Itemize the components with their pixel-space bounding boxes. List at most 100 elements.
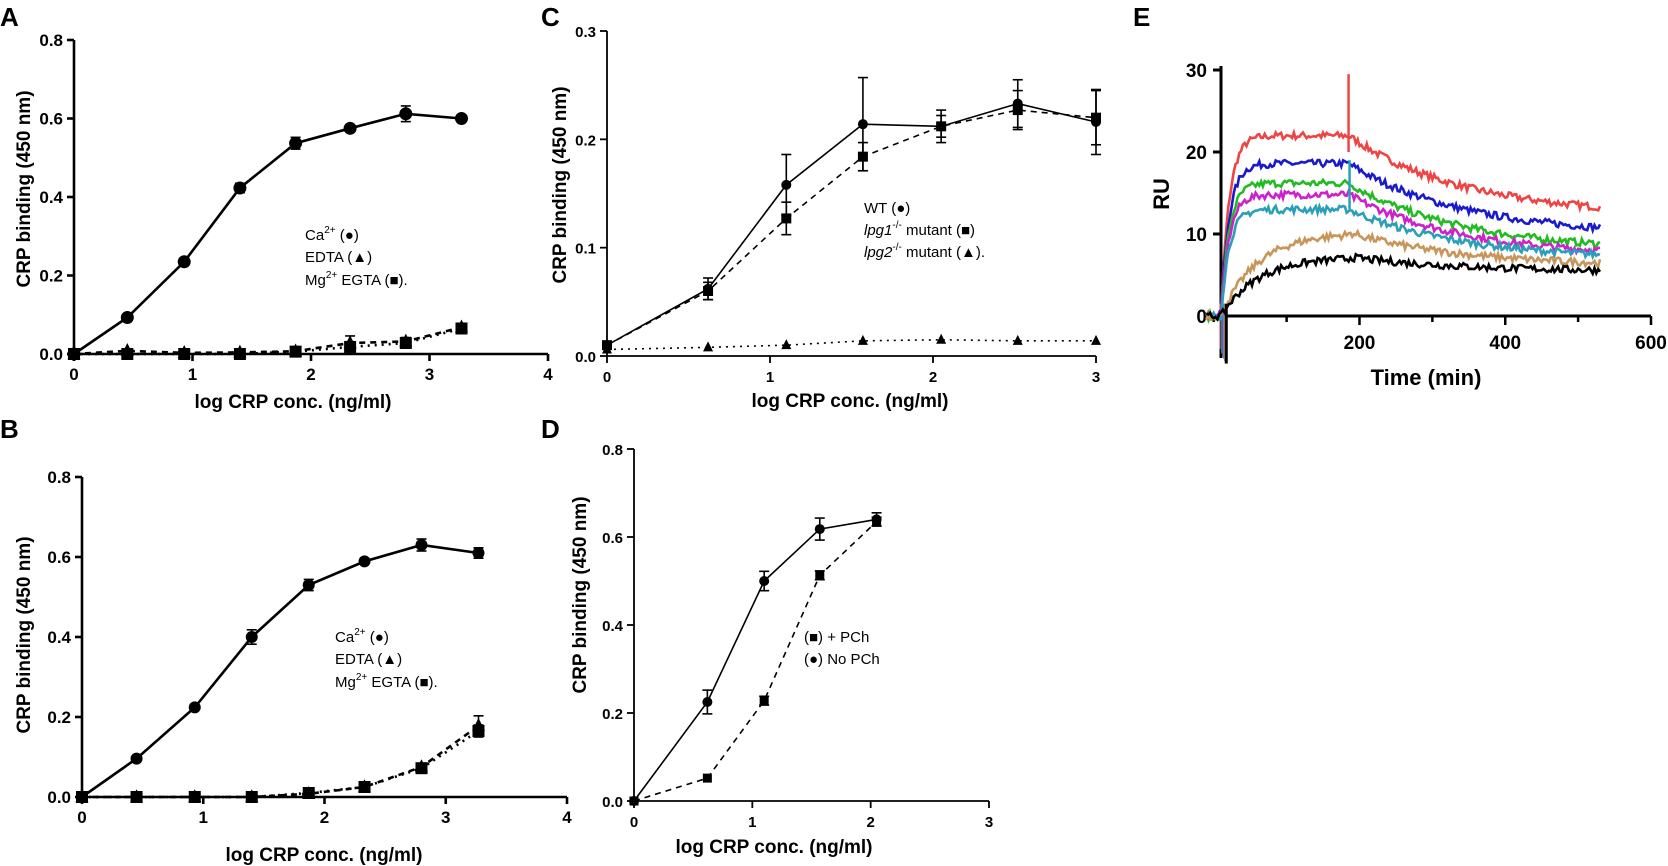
data-point-square <box>1012 105 1023 116</box>
data-point-triangle <box>703 341 714 352</box>
x-tick-label: 1 <box>188 365 197 384</box>
y-tick-label: 0.3 <box>575 24 596 41</box>
data-point-circle <box>472 547 485 559</box>
x-tick-label: 4 <box>543 365 553 384</box>
panel-d-legend-nopch: (●) No PCh <box>804 651 880 668</box>
panel-c-legend-lpg1: lpg1-/- mutant (■) <box>864 220 975 239</box>
data-point-circle <box>130 752 143 765</box>
data-point-square <box>455 322 468 335</box>
data-point-circle <box>120 310 134 324</box>
x-tick-label: 600 <box>1635 333 1667 354</box>
data-point-square <box>472 725 485 737</box>
x-tick-label: 3 <box>425 365 434 384</box>
x-tick-label: 1 <box>748 814 756 831</box>
data-point-square <box>245 791 258 803</box>
panel-c-label: C <box>541 2 560 32</box>
y-tick-label: 0.4 <box>602 618 624 635</box>
panel-c-plot: 0.0 0.1 0.2 0.3 0 1 2 3 <box>575 24 1101 386</box>
panel-a: A 0.0 0.2 0.4 0.6 0.8 0 1 2 3 4 CRP binding (450 … <box>0 2 553 413</box>
data-point-circle <box>702 697 713 707</box>
panel-e: E 0 10 20 30 200 400 600 RU Time (min) <box>1133 2 1667 390</box>
data-point-square <box>130 791 143 803</box>
y-tick-label: 0.0 <box>39 345 63 364</box>
series-line-edta <box>82 724 480 799</box>
data-point-square <box>629 796 639 806</box>
y-tick-label: 0.2 <box>47 708 71 727</box>
x-tick-label: 0 <box>603 369 611 386</box>
data-point-square <box>936 121 947 132</box>
panel-c: C 0.00.10.20.30 1 2 3 CRP binding (450 nm) … <box>541 2 1101 412</box>
y-tick-label: 0.0 <box>602 794 623 811</box>
data-point-square <box>178 348 191 360</box>
x-tick-label: 1 <box>766 369 774 386</box>
x-tick-label: 2 <box>320 808 329 827</box>
data-point-circle <box>233 181 247 195</box>
panel-b: B 0.0 0.2 0.4 0.6 0.8 0 1 2 3 4 CRP binding (450 … <box>0 414 572 866</box>
data-point-square <box>188 791 201 803</box>
data-point-circle <box>358 555 371 568</box>
data-point-circle <box>454 112 468 125</box>
y-tick-label: 0.4 <box>47 628 71 647</box>
panel-b-ylabel: CRP binding (450 nm) <box>14 536 35 733</box>
y-tick-label: 0.6 <box>602 530 623 547</box>
panel-a-label: A <box>0 2 19 32</box>
panel-d-ylabel: CRP binding (450 nm) <box>570 496 591 693</box>
data-point-square <box>302 787 315 799</box>
panel-b-label: B <box>0 414 19 444</box>
y-tick-label: 0.0 <box>575 349 596 366</box>
panel-d: D 0.0 0.2 0.4 0.6 0.8 0 1 2 3 CRP binding (450 n… <box>541 414 993 858</box>
x-tick-label: 400 <box>1489 333 1521 354</box>
y-tick-label: 0.2 <box>575 132 596 149</box>
series-line-edta <box>73 326 462 356</box>
y-tick-label: 0.6 <box>47 548 71 567</box>
data-point-triangle <box>1091 334 1101 345</box>
data-point-square <box>415 762 428 775</box>
x-tick-label: 3 <box>985 814 993 831</box>
panel-a-legend-mg: Mg2+ EGTA (■). <box>305 270 408 289</box>
series-line-lpg1-mutant <box>606 109 1097 346</box>
data-point-square <box>358 781 371 793</box>
panel-d-plot: 0.0 0.2 0.4 0.6 0.8 0 1 2 3 <box>602 442 993 831</box>
panel-e-label: E <box>1133 2 1150 32</box>
panel-a-legend-ca: Ca2+ (●) <box>305 225 359 244</box>
panel-b-legend-edta: EDTA (▲) <box>335 651 402 668</box>
y-tick-label: 0.0 <box>47 788 71 807</box>
panel-b-xlabel: log CRP conc. (ng/ml) <box>225 845 422 866</box>
sensorgram-green <box>1205 177 1601 325</box>
data-point-circle <box>781 179 792 190</box>
data-point-triangle <box>936 333 947 344</box>
data-point-circle <box>245 631 258 643</box>
data-point-circle <box>857 119 868 130</box>
panel-a-legend-edta: EDTA (▲) <box>305 249 372 266</box>
data-point-square <box>759 696 769 706</box>
data-point-square <box>781 213 792 224</box>
x-tick-label: 200 <box>1344 333 1376 354</box>
y-tick-label: 0.2 <box>602 706 623 723</box>
data-point-circle <box>399 107 413 121</box>
data-point-square <box>703 286 714 296</box>
y-tick-label: 0.4 <box>39 188 63 207</box>
panel-c-legend-lpg2: lpg2-/- mutant (▲). <box>864 242 985 261</box>
data-point-circle <box>759 576 770 586</box>
data-point-square <box>121 348 134 360</box>
data-point-circle <box>177 255 191 269</box>
panel-e-ylabel: RU <box>1149 178 1174 210</box>
panel-c-xlabel: log CRP conc. (ng/ml) <box>751 391 948 412</box>
y-tick-label: 0.6 <box>39 110 63 129</box>
series-line-mg2-egta <box>74 327 462 356</box>
panel-b-plot: 0.0 0.2 0.4 0.6 0.8 0 1 2 3 4 <box>47 468 572 827</box>
series-line-ca2- <box>81 543 479 799</box>
x-tick-label: 2 <box>306 365 315 384</box>
x-tick-label: 2 <box>929 369 937 386</box>
data-point-square <box>702 773 712 783</box>
panel-a-plot: 0.0 0.2 0.4 0.6 0.8 0 1 2 3 4 <box>39 31 553 384</box>
data-point-square <box>399 337 412 350</box>
data-point-circle <box>343 121 357 135</box>
sensorgram-cyan <box>1206 202 1601 321</box>
sensorgram-magenta <box>1205 188 1601 322</box>
x-tick-label: 0 <box>77 808 86 827</box>
y-tick-label: 10 <box>1186 225 1207 246</box>
data-point-circle <box>415 539 428 551</box>
x-tick-label: 3 <box>441 808 450 827</box>
